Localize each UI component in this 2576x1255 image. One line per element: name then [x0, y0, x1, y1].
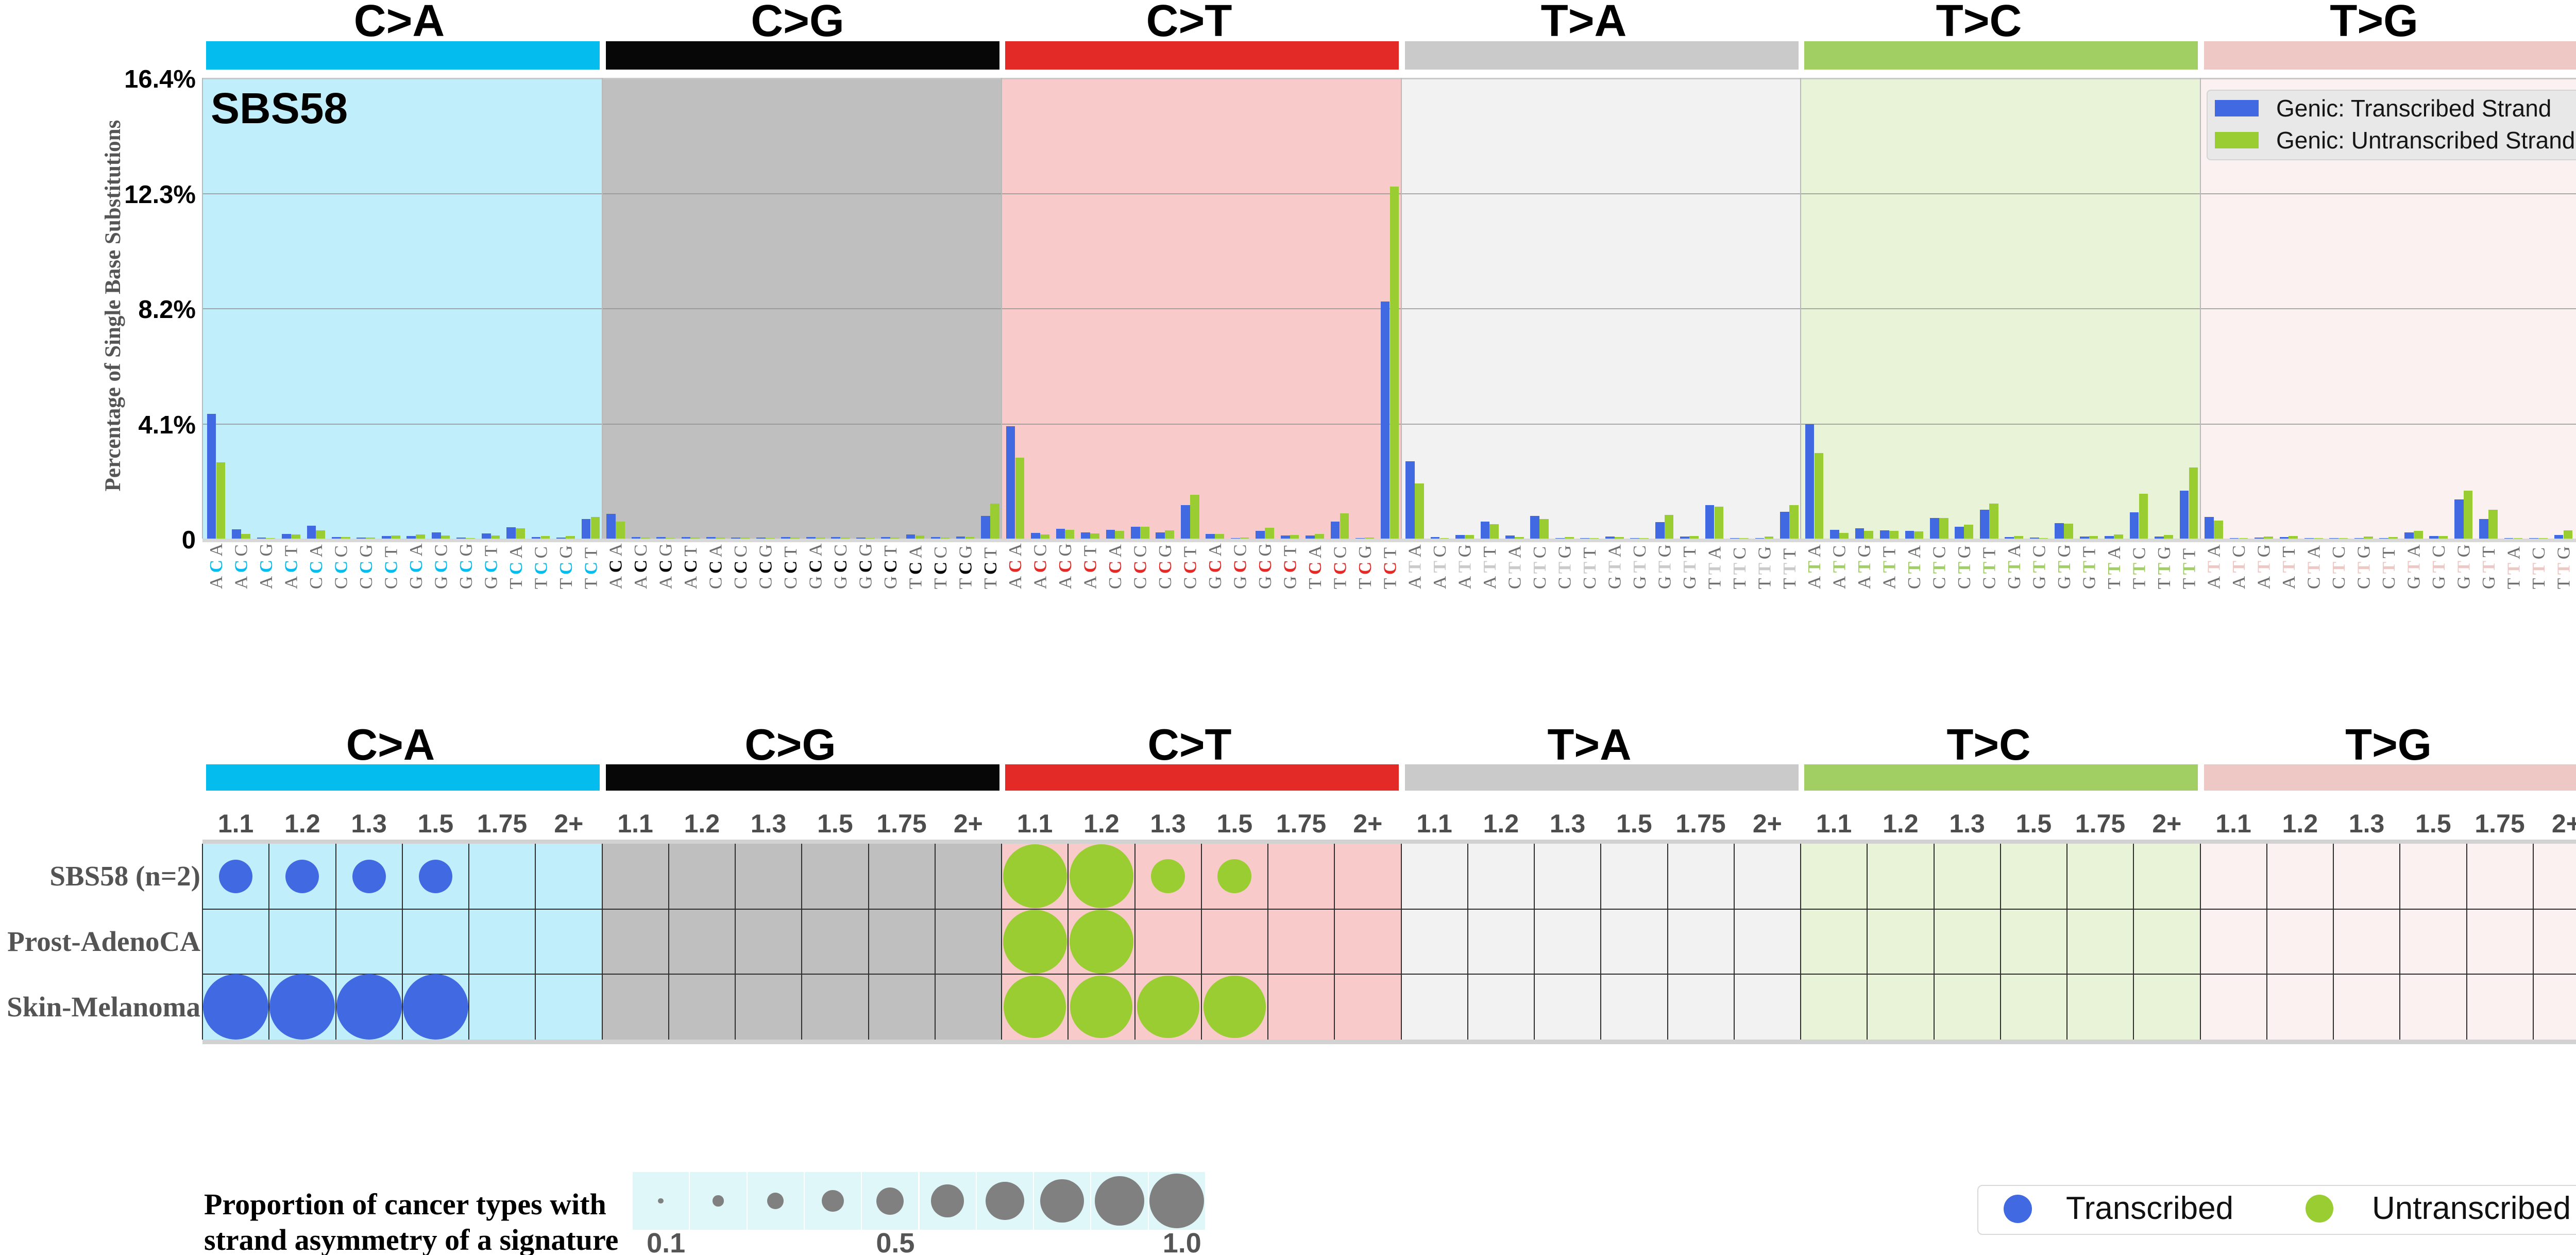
svg-text:GTA: GTA [2004, 541, 2024, 589]
svg-text:TCA: TCA [506, 542, 526, 589]
svg-text:GTG: GTG [2054, 541, 2074, 589]
svg-text:ATG: ATG [1854, 541, 1874, 589]
svg-text:CTT: CTT [1580, 544, 1600, 589]
svg-text:ACA: ACA [1005, 540, 1025, 589]
svg-text:ACT: ACT [281, 542, 301, 589]
svg-text:ATT: ATT [2279, 543, 2299, 589]
svg-text:CTG: CTG [1555, 542, 1575, 590]
svg-text:CCT: CCT [781, 543, 801, 589]
svg-text:GCG: GCG [855, 540, 875, 589]
svg-text:ACT: ACT [1080, 542, 1100, 589]
svg-text:GCA: GCA [806, 540, 826, 589]
svg-text:GCC: GCC [831, 541, 851, 589]
svg-text:TCG: TCG [556, 542, 576, 589]
svg-text:CTC: CTC [2329, 543, 2349, 589]
svg-text:TTG: TTG [2154, 543, 2174, 589]
svg-text:CTC: CTC [1530, 543, 1550, 589]
svg-text:ATA: ATA [2204, 541, 2224, 589]
svg-text:CTG: CTG [2354, 542, 2374, 590]
svg-text:TCA: TCA [905, 542, 925, 589]
svg-text:TCT: TCT [1380, 544, 1400, 589]
svg-text:GTT: GTT [2479, 543, 2499, 589]
svg-text:ATC: ATC [2229, 542, 2249, 590]
svg-text:TTC: TTC [2129, 544, 2149, 589]
svg-text:CTT: CTT [2379, 544, 2399, 589]
svg-text:GCG: GCG [1255, 540, 1275, 589]
svg-text:TCA: TCA [1305, 542, 1325, 589]
svg-text:GCT: GCT [880, 542, 901, 589]
svg-text:ATG: ATG [2254, 541, 2274, 589]
svg-text:TCT: TCT [581, 544, 601, 589]
svg-text:CCC: CCC [1130, 542, 1150, 590]
svg-text:GTC: GTC [2029, 542, 2049, 590]
svg-text:ACG: ACG [256, 540, 276, 589]
svg-text:ACA: ACA [606, 540, 626, 589]
svg-text:TCC: TCC [930, 543, 951, 589]
svg-text:GCC: GCC [1230, 541, 1250, 589]
svg-text:TTC: TTC [1730, 544, 1750, 589]
svg-text:GCT: GCT [481, 542, 501, 589]
svg-text:GCT: GCT [1280, 542, 1300, 589]
svg-text:ACA: ACA [206, 540, 226, 589]
svg-text:GCG: GCG [456, 540, 476, 589]
svg-text:TCC: TCC [1330, 543, 1350, 589]
svg-text:TTA: TTA [2503, 543, 2523, 589]
svg-text:CTT: CTT [1979, 544, 1999, 589]
svg-text:ACC: ACC [1030, 541, 1050, 589]
svg-text:ACC: ACC [631, 541, 651, 589]
svg-text:CCG: CCG [1155, 541, 1175, 589]
svg-text:CCA: CCA [306, 541, 326, 589]
svg-text:TTA: TTA [2104, 543, 2124, 589]
svg-text:GTT: GTT [1680, 543, 1700, 589]
svg-text:TCT: TCT [980, 544, 1001, 589]
svg-text:ATC: ATC [1829, 542, 1850, 590]
svg-text:ACG: ACG [1055, 540, 1075, 589]
svg-text:ACC: ACC [231, 541, 251, 589]
svg-text:CCA: CCA [1105, 541, 1125, 589]
svg-text:ACT: ACT [681, 542, 701, 589]
svg-text:TCG: TCG [955, 542, 975, 589]
svg-text:ATG: ATG [1455, 541, 1475, 589]
svg-text:TCG: TCG [1355, 542, 1375, 589]
svg-text:CTA: CTA [2304, 542, 2324, 590]
svg-text:GCA: GCA [1205, 540, 1225, 589]
svg-text:TTC: TTC [2529, 544, 2549, 589]
svg-text:GTA: GTA [2404, 541, 2424, 589]
svg-text:GCC: GCC [431, 541, 451, 589]
svg-text:ATA: ATA [1804, 541, 1824, 589]
svg-text:CTA: CTA [1904, 542, 1924, 590]
svg-text:CCC: CCC [731, 542, 751, 590]
svg-text:GTG: GTG [2453, 541, 2473, 589]
svg-text:CCT: CCT [1180, 543, 1200, 589]
svg-text:ATA: ATA [1405, 541, 1425, 589]
svg-text:GTA: GTA [1605, 541, 1625, 589]
svg-text:TTG: TTG [2553, 543, 2573, 589]
svg-text:TCC: TCC [531, 543, 551, 589]
svg-text:GCA: GCA [406, 540, 426, 589]
svg-text:CTG: CTG [1954, 542, 1974, 590]
svg-text:GTG: GTG [1654, 541, 1674, 589]
svg-text:CCC: CCC [331, 542, 351, 590]
svg-text:ATT: ATT [1879, 543, 1900, 589]
svg-text:GTC: GTC [1630, 542, 1650, 590]
svg-text:CCA: CCA [706, 541, 726, 589]
svg-text:TTG: TTG [1754, 543, 1774, 589]
svg-text:ATT: ATT [1480, 543, 1500, 589]
svg-text:GTT: GTT [2079, 543, 2099, 589]
svg-text:CCT: CCT [381, 543, 401, 589]
svg-text:TTA: TTA [1704, 543, 1724, 589]
svg-text:CTC: CTC [1929, 543, 1950, 589]
svg-text:GTC: GTC [2429, 542, 2449, 590]
svg-text:TTT: TTT [1780, 545, 1800, 589]
svg-text:ACG: ACG [656, 540, 676, 589]
svg-text:CCG: CCG [756, 541, 776, 589]
svg-text:ATC: ATC [1430, 542, 1450, 590]
svg-text:CTA: CTA [1505, 542, 1525, 590]
svg-text:CCG: CCG [356, 541, 376, 589]
svg-text:TTT: TTT [2179, 545, 2199, 589]
